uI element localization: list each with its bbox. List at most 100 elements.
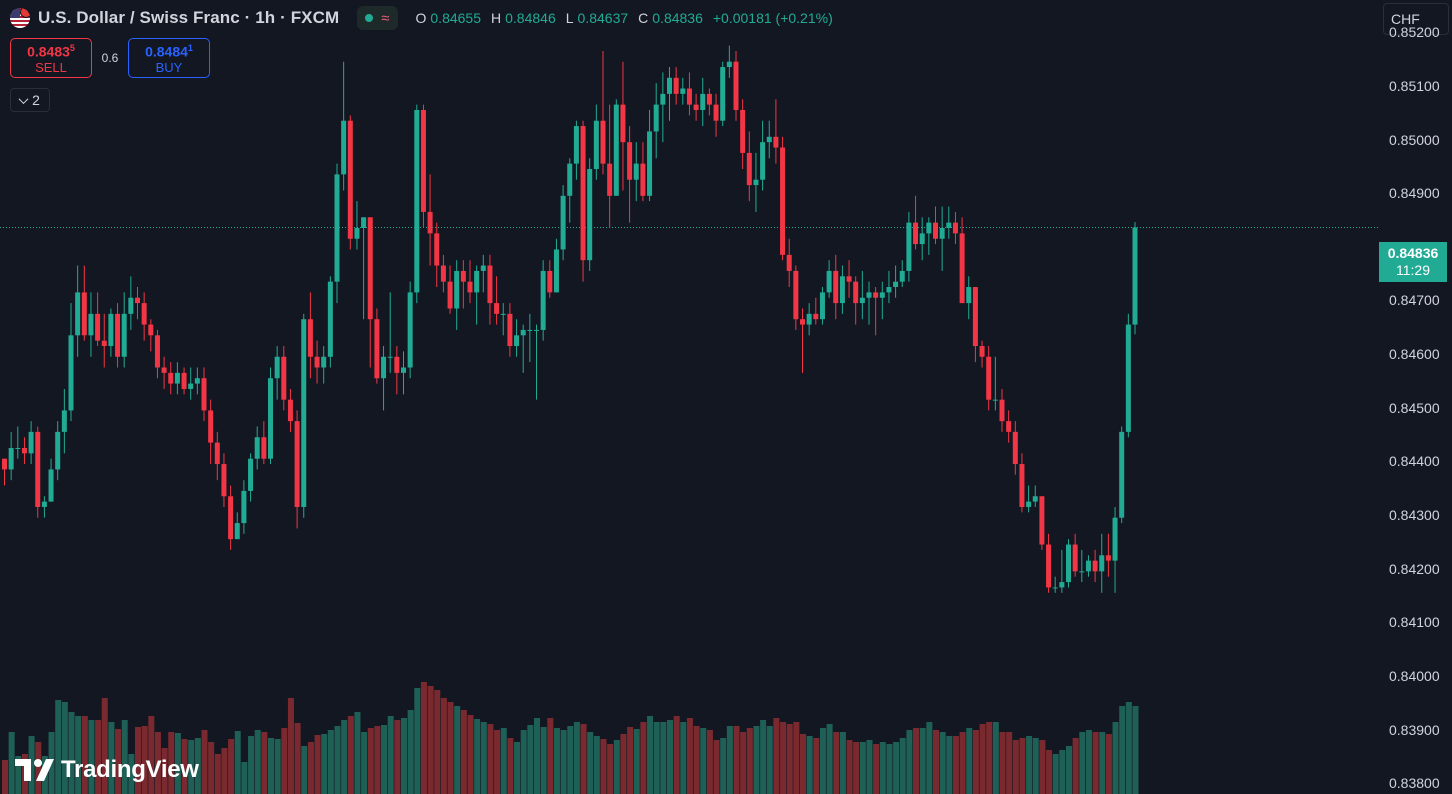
candle — [813, 297, 819, 325]
trade-panel: 0.84835 SELL 0.6 0.84841 BUY — [10, 38, 210, 78]
price-tick-label: 0.84600 — [1389, 346, 1440, 363]
volume-bar — [88, 720, 95, 794]
candle — [115, 303, 121, 368]
candle-body — [327, 281, 333, 357]
candle — [780, 136, 786, 261]
candle — [254, 426, 260, 470]
candle-body — [859, 297, 865, 304]
volume-bar — [414, 688, 421, 794]
candle — [101, 313, 107, 368]
candle-body — [573, 126, 579, 164]
volume-bar — [1059, 750, 1066, 794]
candle — [972, 287, 978, 363]
price-tick-label: 0.84200 — [1389, 560, 1440, 577]
last-price-label: 0.84836 11:29 — [1379, 242, 1447, 282]
volume-bar — [1066, 746, 1072, 794]
volume-bar — [407, 710, 414, 794]
candle-body — [68, 335, 74, 411]
volume-bar — [1052, 754, 1059, 794]
price-tick-label: 0.84700 — [1389, 292, 1440, 309]
volume-bar — [28, 736, 35, 794]
price-tick-label: 0.84000 — [1389, 668, 1440, 684]
candle-body — [520, 329, 526, 336]
candle — [859, 270, 865, 320]
volume-bar — [966, 728, 973, 794]
candle-body — [307, 319, 313, 357]
candle — [61, 388, 67, 454]
candle-body — [1026, 501, 1032, 507]
candle-body — [906, 222, 912, 271]
volume-bar — [480, 722, 487, 794]
tradingview-logo[interactable]: TradingView — [15, 756, 199, 784]
price-axis[interactable]: 0.85200 0.85100 0.85000 0.84900 0.84700 0.846… — [1378, 0, 1452, 794]
candle — [28, 421, 34, 465]
candle-body — [374, 319, 380, 379]
volume-bar — [800, 734, 806, 794]
volume-bar — [813, 738, 820, 794]
candle — [1019, 453, 1025, 513]
candle-body — [174, 372, 180, 384]
volume-bar — [919, 728, 926, 794]
market-status[interactable]: ≈ — [357, 6, 398, 30]
price-tick-label: 0.84400 — [1389, 453, 1440, 470]
volume-bar — [214, 754, 221, 794]
candle-body — [839, 276, 845, 304]
candle-body — [341, 120, 347, 175]
buy-button[interactable]: 0.84841 BUY — [128, 38, 210, 78]
candle — [966, 276, 972, 320]
candle-body — [593, 120, 599, 169]
candle-body — [540, 270, 546, 330]
candle-body — [667, 77, 672, 94]
candle-body — [913, 222, 919, 245]
candle — [447, 265, 453, 314]
volume-bar — [567, 726, 574, 794]
volume-bar — [1026, 736, 1033, 794]
candle-body — [321, 356, 327, 368]
candle — [866, 281, 872, 325]
volume-bar — [873, 744, 880, 794]
candle-body — [500, 313, 506, 315]
candle-body — [1046, 544, 1052, 588]
candle-body — [819, 292, 825, 320]
volume-bar — [128, 754, 135, 794]
candle — [893, 265, 899, 298]
price-chart[interactable] — [0, 0, 1378, 794]
candle-body — [833, 270, 839, 304]
candle-body — [168, 372, 174, 384]
candle-body — [660, 93, 666, 105]
candle-body — [268, 378, 273, 459]
volume-bar — [287, 698, 294, 794]
candle — [700, 77, 706, 127]
sell-button[interactable]: 0.84835 SELL — [10, 38, 92, 78]
candle — [108, 308, 114, 357]
candle-body — [1112, 517, 1118, 561]
volume-bar — [640, 722, 647, 794]
candle — [394, 346, 400, 395]
candle — [873, 287, 879, 336]
candle-body — [1012, 431, 1018, 465]
candle-body — [560, 195, 566, 250]
volume-bar — [720, 738, 727, 794]
volume-bar — [121, 720, 128, 794]
symbol-title[interactable]: U.S. Dollar / Swiss Franc · 1h · FXCM — [38, 8, 340, 27]
volume-bar — [367, 728, 374, 794]
candle — [294, 410, 300, 529]
volume-bar — [1079, 732, 1086, 794]
candle — [766, 120, 772, 159]
volume-bar — [826, 724, 833, 794]
candle — [507, 303, 513, 357]
volume-bar — [15, 756, 22, 794]
candle-body — [726, 61, 732, 68]
volume-bar — [1046, 750, 1053, 794]
candle-body — [194, 378, 200, 384]
candle — [567, 158, 573, 223]
volume-histogram — [2, 682, 1139, 794]
candle — [474, 265, 480, 325]
candle — [580, 120, 586, 282]
currency-button[interactable]: CHF — [1383, 3, 1449, 35]
candle — [686, 72, 692, 116]
indicators-toggle-button[interactable]: 2 — [10, 88, 50, 112]
candle-body — [700, 93, 706, 110]
volume-bar — [301, 746, 308, 794]
candle — [553, 238, 559, 293]
